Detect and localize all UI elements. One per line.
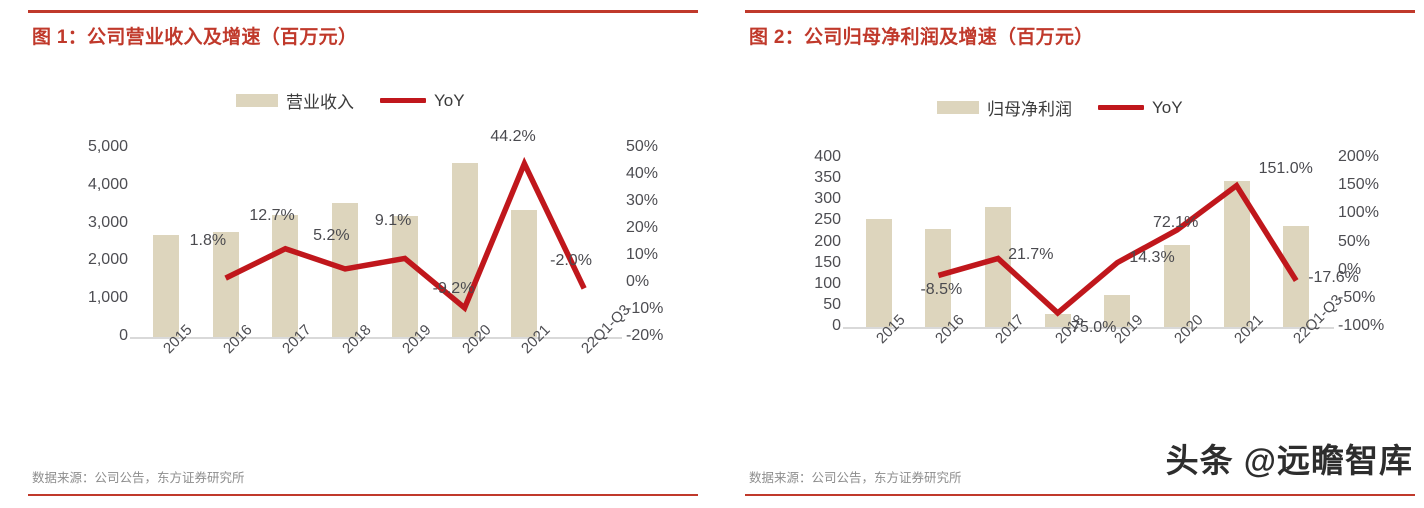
y-axis-right-tick: 0% <box>626 273 650 290</box>
legend-item-yoy: YoY <box>380 91 465 111</box>
bar-2018 <box>1044 314 1071 327</box>
bar-2019 <box>391 216 418 337</box>
y-axis-left-tick: 250 <box>814 211 841 229</box>
data-label-yoy-2018: 5.2% <box>313 226 350 244</box>
figure-2-source: 数据来源：公司公告，东方证券研究所 <box>749 471 962 485</box>
y-axis-right-tick: 200% <box>1338 148 1379 165</box>
data-label-yoy-22Q1-Q3: -2.0% <box>550 252 592 270</box>
data-label-yoy-2017: 21.7% <box>1008 246 1054 264</box>
yoy-line-series <box>224 156 587 313</box>
bar-2017 <box>272 214 299 337</box>
y-axis-right-tick: -20% <box>626 327 664 344</box>
y-axis-left-tick: 350 <box>814 169 841 187</box>
y-axis-left-tick: 0 <box>832 317 841 334</box>
data-label-yoy-2018: -75.0% <box>1065 318 1117 336</box>
figure-panel-1: 图 1：公司营业收入及增速（百万元） 营业收入 YoY 0 1,000 2,000 3… <box>14 0 704 508</box>
data-label-yoy-22Q1-Q3: -17.6% <box>1308 268 1359 286</box>
data-label-yoy-2019: 14.3% <box>1129 248 1175 266</box>
data-label-yoy-2020: 72.1% <box>1152 214 1199 232</box>
y-axis-left-tick: 4,000 <box>87 175 128 193</box>
watermark-logo: 头条 @远瞻智库 <box>1165 442 1413 479</box>
y-axis-right-tick: 150% <box>1338 176 1379 194</box>
bar-2020 <box>1163 244 1190 327</box>
bar-swatch-icon <box>937 101 979 114</box>
y-axis-right-tick: 0% <box>1338 260 1362 278</box>
y-axis-right-tick: -10% <box>626 300 664 317</box>
figure-1-source: 数据来源：公司公告，东方证券研究所 <box>32 471 245 485</box>
legend-label-yoy: YoY <box>1152 97 1183 117</box>
y-axis-right-tick: 50% <box>626 138 659 155</box>
data-label-yoy-2017: 12.7% <box>249 206 295 224</box>
yoy-line-series <box>937 181 1299 317</box>
panel-1-top-rule <box>28 10 698 13</box>
bar-2021 <box>1223 181 1250 327</box>
bar-2021 <box>511 210 538 337</box>
bar-2015 <box>152 234 179 337</box>
bar-2015 <box>865 219 892 327</box>
y-axis-left-tick: 2,000 <box>87 251 128 269</box>
figure-1-title: 图 1：公司营业收入及增速（百万元） <box>32 27 358 48</box>
legend-item-net-profit: 归母净利润 <box>937 95 1072 120</box>
y-axis-left-tick: 200 <box>814 232 841 250</box>
data-label-yoy-2019: 9.1% <box>374 212 412 230</box>
data-label-yoy-2021: 151.0% <box>1258 159 1313 177</box>
y-axis-right-tick: 30% <box>626 192 659 209</box>
bar-2016 <box>212 231 239 337</box>
y-axis-left-tick: 400 <box>814 148 841 165</box>
line-swatch-icon <box>380 98 426 103</box>
line-swatch-icon <box>1098 105 1144 110</box>
legend-label-revenue: 营业收入 <box>286 93 354 112</box>
y-axis-left-tick: 300 <box>814 190 841 208</box>
y-axis-left-tick: 1,000 <box>87 289 128 307</box>
data-label-yoy-2021: 44.2% <box>490 127 536 145</box>
legend-item-yoy: YoY <box>1098 98 1183 118</box>
panel-1-bottom-rule <box>28 494 698 496</box>
y-axis-left-tick: 100 <box>814 274 841 292</box>
bar-swatch-icon <box>236 94 278 107</box>
y-axis-right-tick: 20% <box>626 219 659 236</box>
y-axis-right-tick: 50% <box>1338 232 1371 250</box>
y-axis-right-tick: 10% <box>626 246 659 263</box>
bar-2016 <box>925 228 952 327</box>
y-axis-left-tick: 50 <box>823 295 841 313</box>
data-label-yoy-2016: -8.5% <box>920 281 963 299</box>
legend-label-yoy: YoY <box>434 90 465 110</box>
figure-2-title: 图 2：公司归母净利润及增速（百万元） <box>749 27 1094 48</box>
data-label-yoy-2020: -9.2% <box>432 279 475 297</box>
figure-panel-2: 图 2：公司归母净利润及增速（百万元） 归母净利润 YoY 0 50 100 150 2… <box>731 0 1421 508</box>
data-label-yoy-2016: 1.8% <box>189 232 227 250</box>
y-axis-right-tick: 100% <box>1338 204 1379 222</box>
x-axis-baseline <box>843 327 1334 329</box>
panel-2-top-rule <box>745 10 1415 13</box>
legend-item-revenue: 营业收入 <box>236 88 354 113</box>
y-axis-left-tick: 3,000 <box>87 213 128 231</box>
y-axis-right-tick: -100% <box>1338 317 1385 334</box>
y-axis-left-tick: 150 <box>814 253 841 271</box>
x-axis-baseline <box>130 337 622 339</box>
figure-1-legend: 营业收入 YoY <box>236 88 465 113</box>
y-axis-right-tick: -50% <box>1338 288 1376 306</box>
figure-2-legend: 归母净利润 YoY <box>937 95 1183 120</box>
figure-1-plot: 0 1,000 2,000 3,000 4,000 5,000 -20% -10% 0% 10% 2… <box>14 0 704 440</box>
panel-2-bottom-rule <box>745 494 1415 496</box>
y-axis-left-tick: 0 <box>119 327 128 344</box>
y-axis-right-tick: 40% <box>626 165 659 182</box>
figure-2-plot: 0 50 100 150 200 250 300 350 400 -100% -50% 0% 50% 10… <box>731 0 1421 440</box>
y-axis-left-tick: 5,000 <box>87 138 128 155</box>
bar-2019 <box>1104 295 1131 327</box>
legend-label-net-profit: 归母净利润 <box>987 100 1072 119</box>
